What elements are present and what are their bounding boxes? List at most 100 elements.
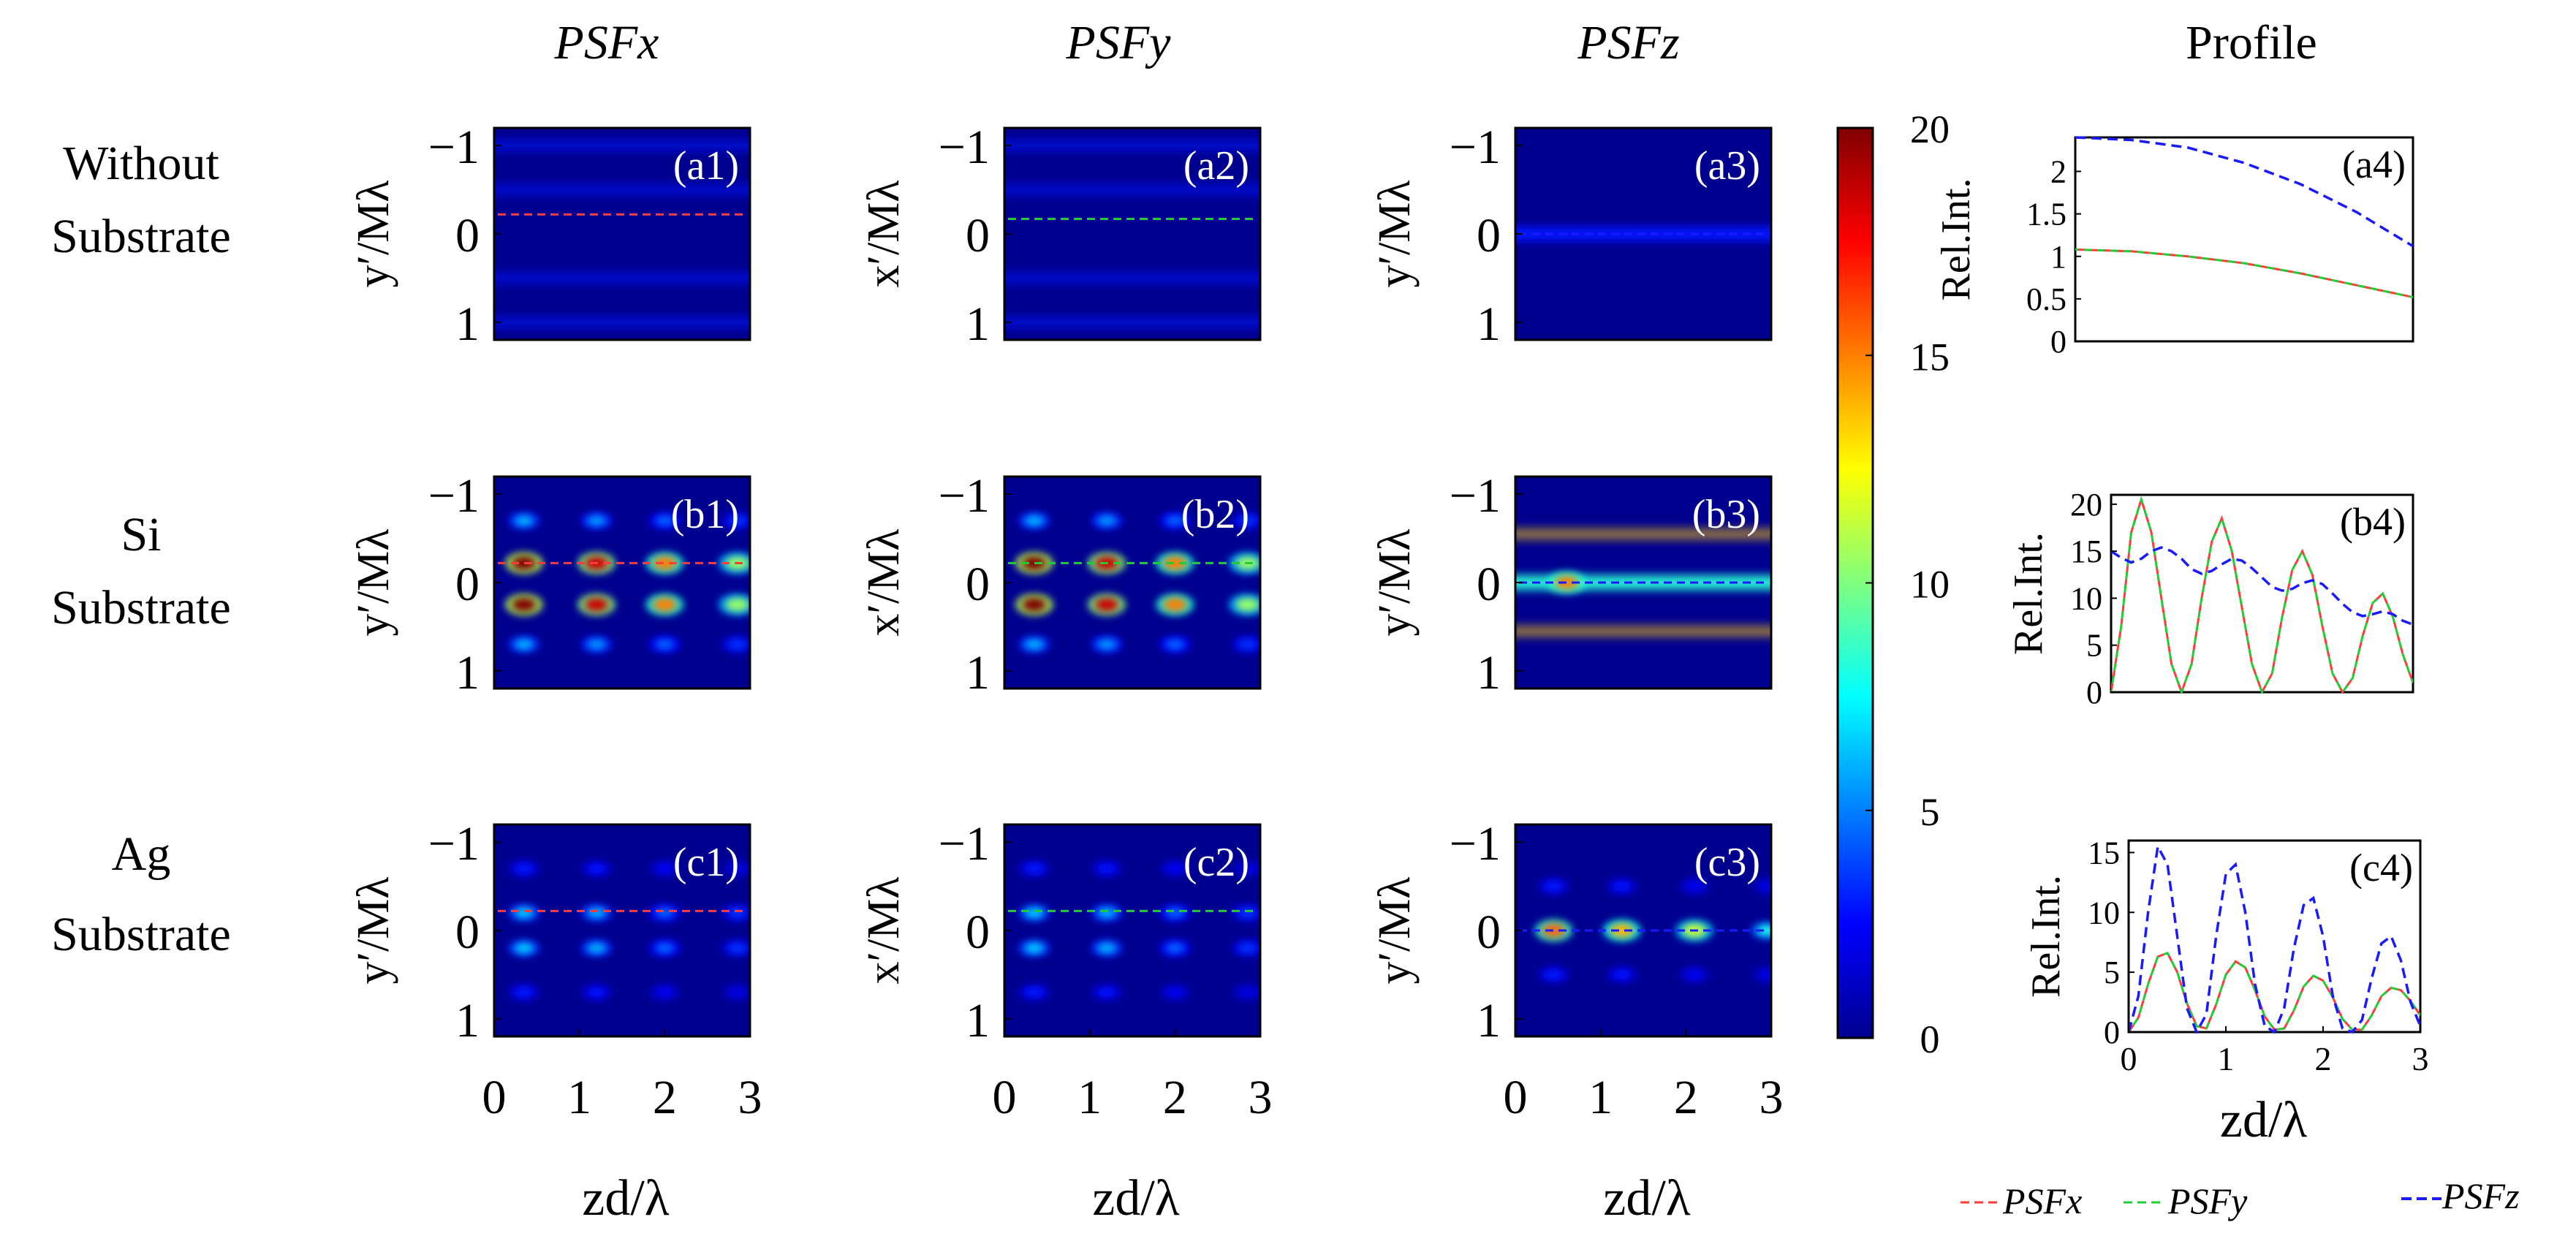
y-tick-label: −1 bbox=[939, 121, 990, 174]
profile-lines bbox=[2129, 842, 2420, 1034]
x-tick-label: 1 bbox=[1077, 1071, 1102, 1124]
y-tick-label: 1 bbox=[1477, 994, 1501, 1047]
heatmap-content bbox=[1008, 512, 1260, 653]
heatmap-spot bbox=[727, 639, 747, 650]
heatmap-band bbox=[1515, 625, 1771, 637]
y-tick-label: 0 bbox=[966, 906, 990, 959]
colorbar-tick-label: 5 bbox=[1920, 790, 1940, 834]
profile-series-psfy bbox=[2075, 248, 2413, 299]
heatmap-spot bbox=[655, 987, 675, 998]
y-tick-label: 1 bbox=[966, 994, 990, 1047]
legend-label-psfx: PSFx bbox=[2002, 1180, 2082, 1221]
heatmap-spot bbox=[1024, 863, 1044, 874]
x-axis-label: zd/λ bbox=[1603, 1170, 1691, 1226]
x-tick-label: 0 bbox=[482, 1071, 507, 1124]
y-tick-label: 1 bbox=[455, 297, 480, 351]
y-tick-label: −1 bbox=[428, 469, 480, 523]
y-tick-label: 1 bbox=[1477, 297, 1501, 351]
heatmap-spot bbox=[587, 639, 606, 650]
heatmap-spot bbox=[1544, 969, 1564, 980]
y-tick-label: 1 bbox=[455, 646, 480, 699]
colorbar-tick-label: 10 bbox=[1910, 563, 1950, 607]
heatmap-content bbox=[498, 860, 750, 1001]
heatmap-panel-b1: (b1) −1 0 1 y′/Mλ bbox=[349, 469, 751, 699]
profile-y-tick-label: 1.5 bbox=[2026, 197, 2067, 232]
heatmap-spot bbox=[1097, 987, 1116, 998]
heatmap-spot bbox=[655, 863, 675, 874]
legend-label-psfz: PSFz bbox=[2441, 1175, 2520, 1216]
panel-label-a1: (a1) bbox=[673, 143, 739, 189]
panel-label-c1: (c1) bbox=[673, 840, 739, 885]
heatmap-spot bbox=[1097, 515, 1116, 526]
y-tick-label: 0 bbox=[1477, 906, 1501, 959]
heatmap-background bbox=[1004, 477, 1260, 689]
profile-series-psfz bbox=[2075, 136, 2413, 248]
x-axis-label: zd/λ bbox=[1092, 1170, 1180, 1226]
heatmap-background bbox=[494, 128, 750, 340]
legend-label-psfy: PSFy bbox=[2167, 1180, 2248, 1221]
heatmap-band bbox=[1004, 316, 1260, 328]
heatmap-spot bbox=[1610, 924, 1634, 937]
heatmap-panel-b2: (b2) −1 0 1 x′/Mλ bbox=[859, 469, 1262, 699]
profile-x-tick-label: 2 bbox=[2315, 1040, 2332, 1077]
profile-y-tick-label: 0.5 bbox=[2026, 281, 2067, 317]
heatmap-spot bbox=[1097, 907, 1116, 918]
column-title-psfz: PSFz bbox=[1577, 16, 1679, 69]
heatmap-spot bbox=[1757, 925, 1771, 936]
profile-y-tick-label: 0 bbox=[2050, 324, 2067, 360]
heatmap-spot bbox=[514, 639, 534, 650]
heatmap-spot bbox=[1165, 987, 1185, 998]
heatmap-spot bbox=[727, 907, 747, 918]
panel-label-a2: (a2) bbox=[1183, 143, 1249, 189]
heatmap-spot bbox=[1235, 598, 1259, 612]
heatmap-spot bbox=[587, 515, 606, 526]
heatmap-spot bbox=[653, 556, 677, 570]
y-axis-label: y′/Mλ bbox=[1370, 181, 1420, 288]
profile-y-tick-label: 15 bbox=[2088, 835, 2120, 871]
heatmap-content bbox=[494, 140, 750, 328]
profile-y-tick-label: 5 bbox=[2104, 955, 2120, 990]
heatmap-spot bbox=[1165, 907, 1185, 918]
colorbar-tick-label: 20 bbox=[1910, 107, 1950, 151]
y-tick-label: 0 bbox=[1477, 209, 1501, 262]
profile-panel-b4: (b4) 0 5 10 15 20 Rel.Int. bbox=[2006, 487, 2414, 710]
heatmap-spot bbox=[514, 515, 534, 526]
x-tick-label: 3 bbox=[738, 1071, 762, 1124]
y-axis-label: x′/Mλ bbox=[859, 529, 909, 637]
profile-series-psfx bbox=[2075, 248, 2413, 299]
heatmap-spot bbox=[655, 943, 675, 954]
heatmap-content bbox=[1515, 528, 1771, 637]
y-tick-label: 1 bbox=[1477, 646, 1501, 699]
legend: PSFx PSFy PSFz bbox=[1961, 1175, 2520, 1221]
heatmap-spot bbox=[1685, 881, 1704, 892]
y-tick-label: 1 bbox=[455, 994, 480, 1047]
profile-y-tick-label: 15 bbox=[2070, 534, 2102, 569]
x-axis-label: zd/λ bbox=[582, 1170, 670, 1226]
heatmap-band bbox=[494, 183, 750, 196]
heatmap-spot bbox=[1612, 881, 1632, 892]
profile-panel-label: (a4) bbox=[2342, 143, 2406, 186]
heatmap-background bbox=[494, 477, 750, 689]
heatmap-spot bbox=[725, 598, 749, 612]
column-title-profile: Profile bbox=[2186, 16, 2317, 69]
heatmap-panel-b3: (b3) −1 0 1 y′/Mλ bbox=[1370, 469, 1773, 699]
profile-lines bbox=[2075, 136, 2413, 299]
heatmap-spot bbox=[1757, 881, 1771, 892]
heatmap-spot bbox=[1097, 943, 1116, 954]
profile-x-tick-label: 0 bbox=[2121, 1040, 2137, 1077]
y-tick-label: 0 bbox=[966, 209, 990, 262]
profile-panel-label: (c4) bbox=[2349, 846, 2413, 890]
heatmap-spot bbox=[1163, 598, 1187, 612]
heatmap-spot bbox=[1097, 639, 1116, 650]
heatmap-content bbox=[1008, 860, 1260, 1001]
heatmap-panel-a2: (a2) −1 0 1 x′/Mλ bbox=[859, 121, 1262, 351]
y-axis-label: y′/Mλ bbox=[1370, 529, 1420, 637]
heatmap-spot bbox=[1757, 969, 1771, 980]
profile-y-tick-label: 0 bbox=[2086, 675, 2102, 710]
heatmap-spot bbox=[587, 863, 606, 874]
heatmap-spot bbox=[1165, 863, 1185, 874]
profile-series-psfy bbox=[2111, 496, 2413, 694]
heatmap-panel-a3: (a3) −1 0 1 y′/Mλ bbox=[1370, 121, 1773, 351]
